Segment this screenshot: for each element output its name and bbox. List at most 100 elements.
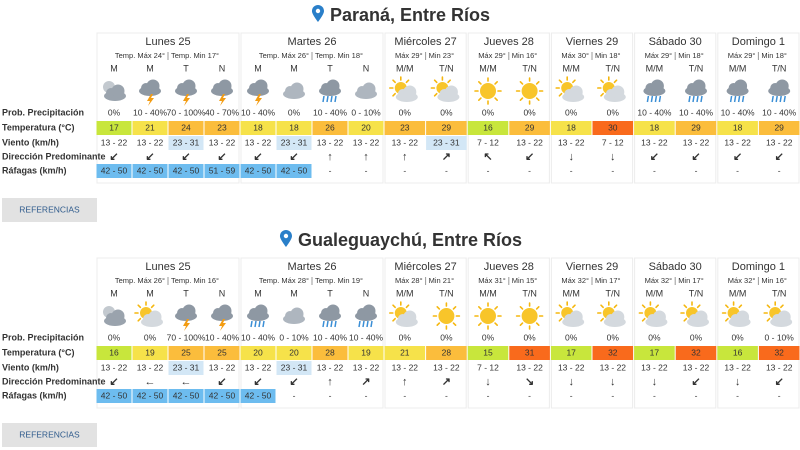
cell-value: 13 - 22 <box>353 362 380 372</box>
cell-value: 25 <box>217 347 227 357</box>
period-label: M <box>290 63 298 73</box>
day-min: Min 18° <box>595 51 621 60</box>
sun <box>438 308 455 324</box>
cell-value: ↙ <box>650 151 659 163</box>
sun-ray <box>535 81 540 85</box>
cell-value: 13 - 22 <box>558 362 585 372</box>
day-name: Miércoles 27 <box>394 36 456 48</box>
row-label: Prob. Precipitación <box>2 107 84 117</box>
rain <box>688 95 691 103</box>
sun-ray <box>436 306 441 310</box>
cell-background <box>276 136 312 150</box>
day-name: Jueves 28 <box>484 36 534 48</box>
cell-value: 23 - 31 <box>173 362 200 372</box>
sun-ray <box>641 304 646 309</box>
cell-value: 0% <box>440 332 453 342</box>
cell-value: 0% <box>565 107 578 117</box>
weather-icon <box>134 301 163 327</box>
weather-icon <box>103 81 126 101</box>
references-label[interactable]: REFERENCIAS <box>19 429 80 439</box>
cell-background <box>312 121 348 135</box>
cloud <box>403 85 417 99</box>
period-label: T/N <box>522 288 537 298</box>
references-label[interactable]: REFERENCIAS <box>19 204 80 214</box>
rain <box>779 95 782 103</box>
sun-ray <box>558 317 563 322</box>
cell-background <box>132 346 168 360</box>
cell-value: 13 - 22 <box>724 137 751 147</box>
rain <box>775 95 778 103</box>
sun-ray <box>613 79 618 84</box>
sun-ray <box>766 304 771 309</box>
sun-ray <box>600 317 604 322</box>
cloud <box>146 79 160 93</box>
cell-value: 0 - 10% <box>765 332 795 342</box>
cloud <box>254 79 268 93</box>
cell-value: 17 <box>566 347 576 357</box>
cell-value: 32 <box>608 347 618 357</box>
cell-value: - <box>365 390 368 400</box>
sun-ray <box>535 306 540 310</box>
sun-ray <box>433 79 438 84</box>
sun-ray <box>433 92 438 97</box>
weather-icon <box>763 301 793 327</box>
sun-ray <box>683 317 688 322</box>
cell-value: 13 - 22 <box>209 137 236 147</box>
cell-value: 0% <box>108 332 121 342</box>
cell-value: - <box>403 390 406 400</box>
cell-value: 0% <box>731 332 744 342</box>
cell-value: 31 <box>525 347 535 357</box>
day-name: Martes 26 <box>288 261 337 273</box>
cell-value: 13 - 22 <box>433 362 460 372</box>
weather-icon <box>726 79 749 103</box>
cell-value: 29 <box>691 122 701 132</box>
cell-value: 20 <box>289 347 299 357</box>
weather-icon <box>555 76 585 102</box>
rain <box>771 95 774 103</box>
sun <box>480 83 496 99</box>
weather-icon <box>643 79 666 103</box>
rain <box>741 95 745 103</box>
cell-value: 23 <box>217 122 227 132</box>
cell-value: 13 - 22 <box>245 362 272 372</box>
cell-value: 13 - 22 <box>392 362 419 372</box>
cell-value: 0% <box>440 107 453 117</box>
references-button[interactable] <box>2 423 97 447</box>
cell-value: 16 <box>733 347 743 357</box>
rain <box>334 320 337 328</box>
weather-icon <box>596 76 626 102</box>
day-name: Viernes 29 <box>566 261 618 273</box>
rain <box>358 320 361 328</box>
period-label: T/N <box>439 63 454 73</box>
weather-icon <box>319 304 341 328</box>
day-name: Miércoles 27 <box>394 261 456 273</box>
cell-value: 0% <box>482 332 495 342</box>
rain <box>250 320 253 328</box>
cell-background <box>348 346 384 360</box>
day-max: Máx 32° <box>645 276 673 285</box>
day-max: Máx 29° <box>395 51 423 60</box>
period-label: M <box>110 288 118 298</box>
cloud <box>254 304 268 318</box>
references-button[interactable] <box>2 198 97 222</box>
day-max: Máx 28° <box>395 276 423 285</box>
period-label: T/N <box>439 288 454 298</box>
cloud <box>736 310 750 324</box>
cell-value: 13 - 22 <box>558 137 585 147</box>
day-min: Min 17° <box>595 276 621 285</box>
cell-value: 19 <box>145 347 155 357</box>
cloud <box>111 84 125 98</box>
rain <box>334 95 337 103</box>
lightning <box>183 319 190 331</box>
cell-value: ↓ <box>568 376 574 388</box>
cell-value: - <box>570 390 573 400</box>
day-min: Temp. Min 18° <box>315 51 363 60</box>
cell-value: ↖ <box>483 151 492 163</box>
cell-value: 0% <box>690 332 703 342</box>
cell-value: 42 - 50 <box>137 165 164 175</box>
day-column <box>96 32 240 184</box>
period-label: N <box>219 63 226 73</box>
cell-value: 13 - 22 <box>516 362 543 372</box>
sun-ray <box>766 317 771 322</box>
cloud <box>569 310 583 324</box>
